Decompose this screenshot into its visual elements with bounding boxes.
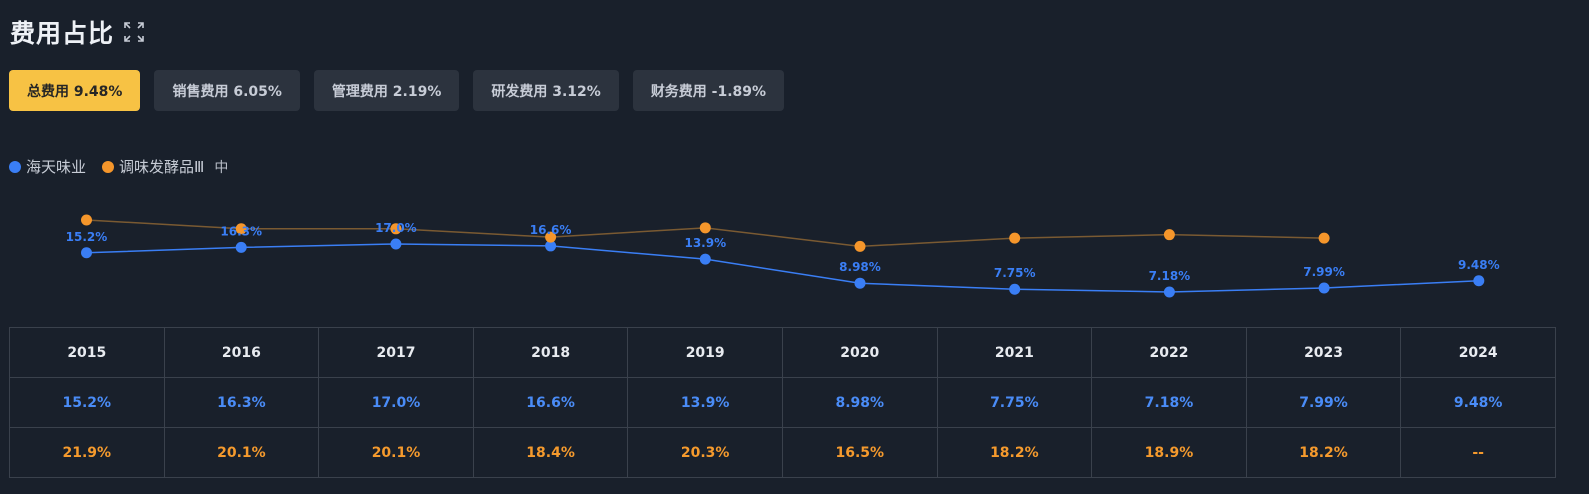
data-label: 7.18%: [1149, 269, 1191, 283]
year-cell: 2015: [9, 327, 165, 378]
page-title: 费用占比: [10, 19, 115, 48]
industry-level-icon[interactable]: 中: [214, 159, 229, 176]
year-cell: 2016: [163, 327, 320, 378]
data-label: 7.99%: [1303, 265, 1345, 279]
data-point-industry[interactable]: [81, 214, 92, 226]
data-point-company[interactable]: [390, 238, 402, 250]
company-value-cell: 9.48%: [1400, 377, 1556, 428]
year-cell: 2021: [936, 327, 1093, 378]
table-row-years: 2015 2016 2017 2018 2019 2020 2021 2022 2023 2024: [9, 327, 1556, 378]
data-point-company[interactable]: [854, 277, 866, 289]
tab-finance-expense[interactable]: 财务费用 -1.89%: [632, 70, 785, 111]
data-point-company[interactable]: [1163, 286, 1175, 298]
year-cell: 2020: [781, 327, 938, 378]
company-value-cell: 16.3%: [163, 377, 320, 428]
legend-label: 调味发酵品Ⅲ: [119, 158, 205, 176]
data-label: 13.9%: [684, 236, 726, 250]
line-chart: 15.2% 16.3% 17.0% 16.6% 13.9% 8.98% 7.75% 7.18%…: [66, 214, 1500, 298]
expand-icon[interactable]: [124, 22, 144, 42]
tab-rd-expense[interactable]: 研发费用 3.12%: [473, 70, 619, 111]
data-point-industry[interactable]: [1009, 232, 1021, 244]
data-point-company[interactable]: [235, 241, 247, 253]
data-point-industry[interactable]: [390, 223, 402, 235]
industry-value-cell: 18.2%: [1245, 427, 1402, 478]
industry-value-cell: 16.5%: [781, 427, 938, 478]
industry-value-cell: 20.1%: [318, 427, 474, 478]
data-point-company[interactable]: [1473, 275, 1485, 287]
data-point-industry[interactable]: [1318, 232, 1330, 244]
company-value-cell: 16.6%: [472, 377, 629, 428]
data-point-company[interactable]: [699, 253, 711, 265]
legend-item-industry[interactable]: 调味发酵品Ⅲ: [102, 156, 204, 177]
data-point-industry[interactable]: [699, 222, 711, 234]
table-row-company: 15.2% 16.3% 17.0% 16.6% 13.9% 8.98% 7.75% 7.18%…: [9, 377, 1556, 428]
series-line-company: [86, 243, 1479, 293]
company-value-cell: 15.2%: [9, 377, 165, 428]
chart-legend: 海天味业 调味发酵品Ⅲ 中: [9, 156, 228, 177]
data-label: 9.48%: [1458, 258, 1500, 272]
tab-admin-expense[interactable]: 管理费用 2.19%: [313, 70, 460, 111]
year-cell: 2022: [1091, 327, 1247, 378]
data-point-company[interactable]: [545, 240, 557, 252]
data-label: 7.75%: [994, 266, 1036, 280]
industry-value-cell: 18.9%: [1091, 427, 1247, 478]
company-value-cell: 7.75%: [936, 377, 1093, 428]
company-value-cell: 7.99%: [1245, 377, 1402, 428]
year-cell: 2019: [627, 327, 783, 378]
year-cell: 2024: [1400, 327, 1556, 378]
industry-value-cell: --: [1400, 427, 1556, 478]
data-point-industry[interactable]: [854, 240, 866, 252]
legend-item-company[interactable]: 海天味业: [9, 156, 86, 177]
data-point-company[interactable]: [81, 247, 92, 259]
data-table: 2015 2016 2017 2018 2019 2020 2021 2022 2023 2024…: [9, 327, 1556, 478]
legend-dot-icon: [9, 160, 21, 173]
industry-value-cell: 18.4%: [472, 427, 629, 478]
legend-dot-icon: [102, 160, 115, 173]
data-point-industry[interactable]: [545, 231, 557, 243]
company-value-cell: 17.0%: [318, 377, 474, 428]
industry-value-cell: 20.3%: [627, 427, 783, 478]
data-label: 15.2%: [66, 230, 108, 244]
data-point-company[interactable]: [1318, 282, 1330, 294]
data-label: 16.6%: [530, 223, 572, 237]
company-value-cell: 7.18%: [1091, 377, 1247, 428]
year-cell: 2023: [1245, 327, 1402, 378]
company-value-cell: 8.98%: [781, 377, 938, 428]
data-point-company[interactable]: [1009, 283, 1021, 295]
legend-label: 海天味业: [26, 158, 87, 176]
data-point-industry[interactable]: [1163, 229, 1175, 241]
table-row-industry: 21.9% 20.1% 20.1% 18.4% 20.3% 16.5% 18.2% 18.9%…: [9, 427, 1556, 478]
data-label: 17.0%: [375, 221, 417, 235]
year-cell: 2017: [318, 327, 474, 378]
industry-value-cell: 18.2%: [936, 427, 1093, 478]
year-cell: 2018: [472, 327, 629, 378]
company-value-cell: 13.9%: [627, 377, 783, 428]
industry-value-cell: 20.1%: [163, 427, 320, 478]
tab-selling-expense[interactable]: 销售费用 6.05%: [154, 70, 300, 111]
metric-tabs: 总费用 9.48% 销售费用 6.05% 管理费用 2.19% 研发费用 3.1…: [9, 70, 785, 111]
data-point-industry[interactable]: [235, 223, 247, 235]
industry-value-cell: 21.9%: [9, 427, 165, 478]
data-label: 8.98%: [839, 260, 881, 274]
data-label: 16.3%: [220, 224, 262, 238]
tab-total-expense[interactable]: 总费用 9.48%: [9, 70, 141, 111]
